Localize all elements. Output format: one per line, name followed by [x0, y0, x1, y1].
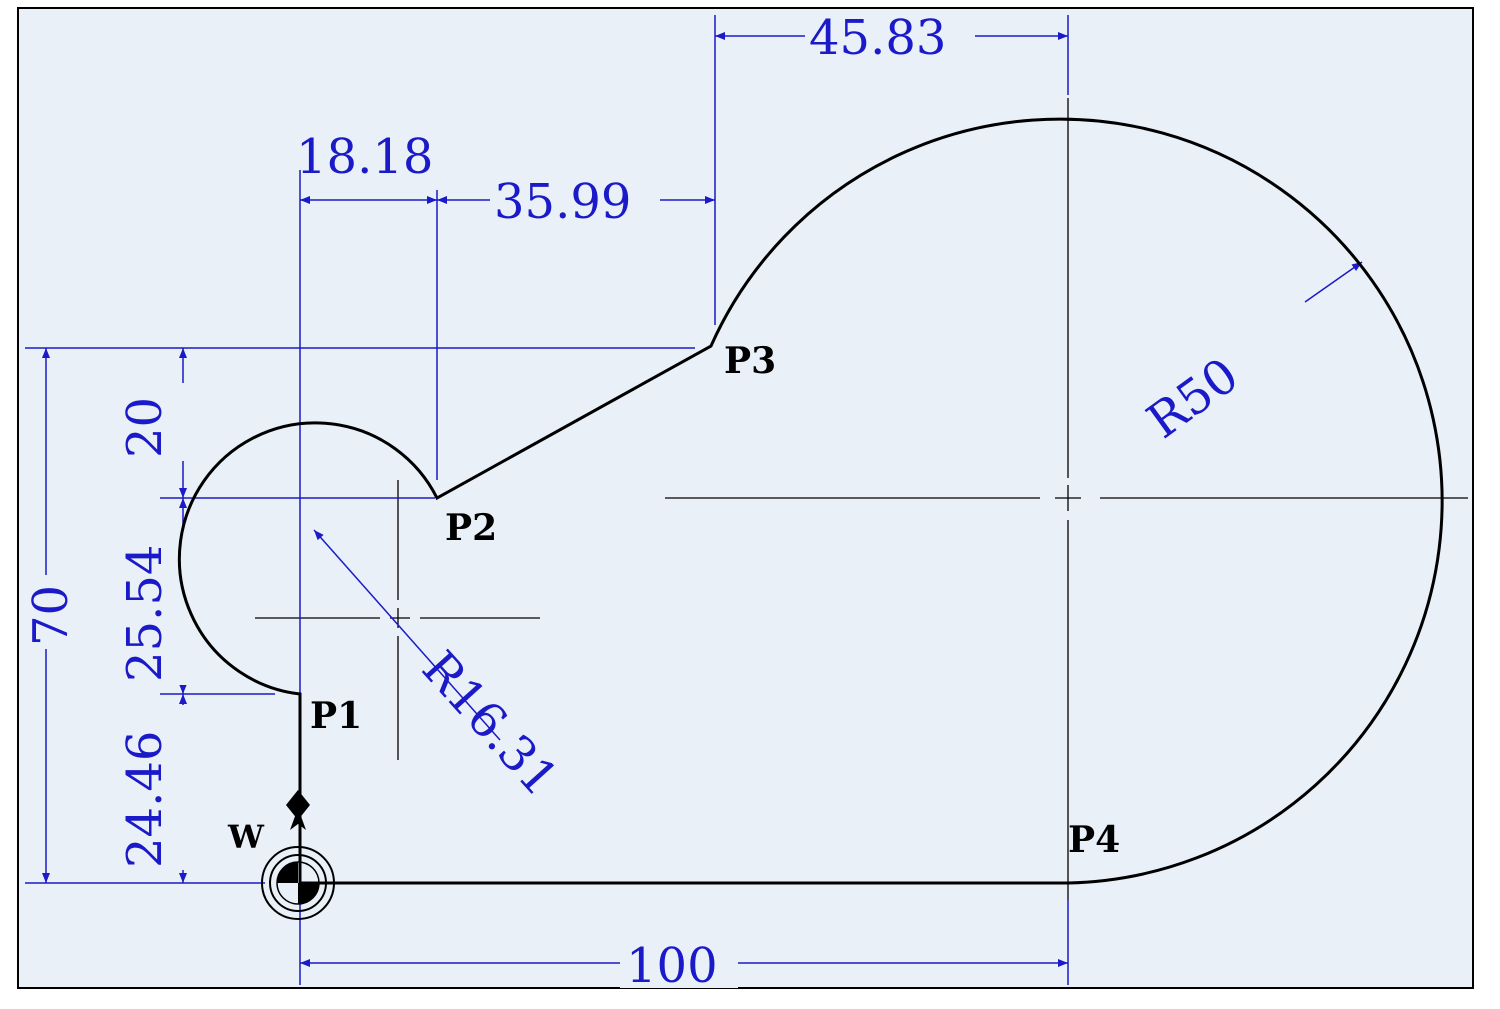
dim-text-100: 100: [626, 938, 718, 994]
centerlines: [255, 98, 1468, 900]
point-label-p2: P2: [445, 507, 497, 549]
profile-path: [177, 117, 1444, 885]
part-profile: [177, 117, 1444, 885]
dim-text-18-18: 18.18: [296, 129, 433, 185]
point-label-w: W: [227, 818, 265, 856]
point-labels: P1 P2 P3 P4 W: [227, 340, 1120, 861]
point-label-p1: P1: [310, 695, 362, 737]
point-label-p4: P4: [1068, 819, 1120, 861]
radius-leader-r16-31: [313, 529, 501, 741]
dim-text-70: 70: [23, 585, 79, 646]
radius-leader-r50: [1304, 261, 1363, 303]
dim-text-24-46: 24.46: [117, 731, 173, 868]
dim-text-20: 20: [117, 397, 173, 458]
extension-lines: [25, 15, 1069, 985]
tool-start-icon: [286, 790, 310, 830]
work-origin-icon: [261, 846, 335, 920]
dim-text-25-54: 25.54: [117, 545, 173, 682]
point-label-p3: P3: [724, 340, 776, 382]
text-masks: [26, 16, 975, 988]
dim-text-35-99: 35.99: [494, 174, 631, 230]
dim-text-45-83: 45.83: [809, 10, 946, 66]
